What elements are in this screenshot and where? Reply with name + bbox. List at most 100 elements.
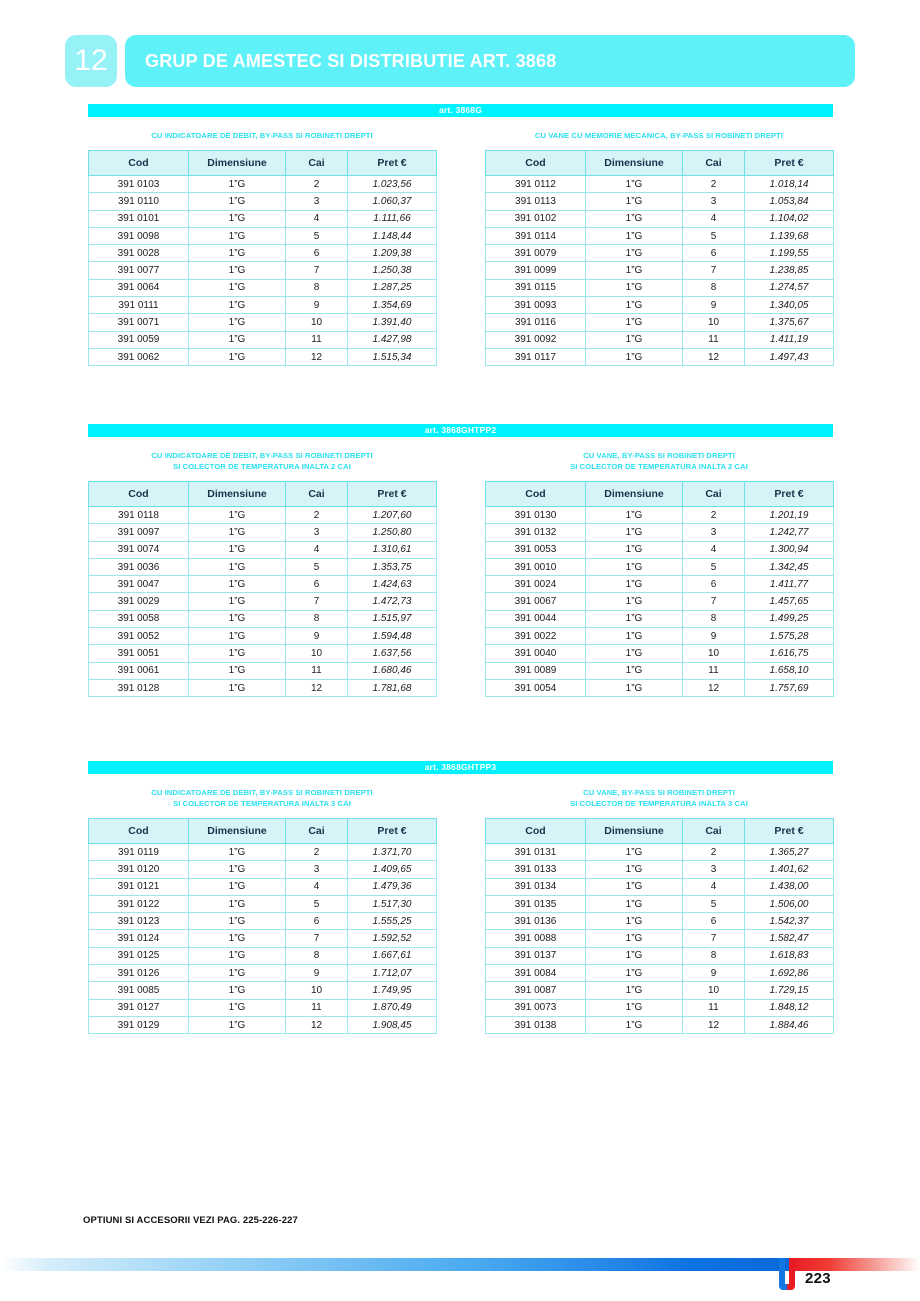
cell-pret: 1.712,07 bbox=[347, 964, 437, 983]
cell-cai: 3 bbox=[682, 860, 745, 879]
table-row: 391 0112 1”G 2 1.018,14 bbox=[485, 174, 834, 194]
col-header-dimensiune: Dimensiune bbox=[585, 818, 683, 844]
table-row: 391 0122 1”G 5 1.517,30 bbox=[88, 894, 437, 914]
table-row: 391 0064 1”G 8 1.287,25 bbox=[88, 278, 437, 298]
cell-dimensiune: 1”G bbox=[585, 678, 683, 698]
table-header-row: Cod Dimensiune Cai Pret € bbox=[485, 150, 834, 176]
table-block-left: CU INDICATOARE DE DEBIT, BY-PASS SI ROBI… bbox=[88, 130, 437, 367]
cell-pret: 1.342,45 bbox=[744, 557, 834, 577]
price-table: Cod Dimensiune Cai Pret € 391 0130 1”G 2 1.… bbox=[485, 481, 834, 698]
cell-cai: 12 bbox=[285, 1015, 348, 1035]
cell-cai: 3 bbox=[682, 523, 745, 542]
cell-cai: 12 bbox=[285, 678, 348, 698]
cell-pret: 1.457,65 bbox=[744, 592, 834, 611]
cell-cod: 391 0022 bbox=[485, 627, 586, 646]
table-row: 391 0101 1”G 4 1.111,66 bbox=[88, 209, 437, 228]
col-header-cod: Cod bbox=[485, 150, 586, 176]
table-row: 391 0134 1”G 4 1.438,00 bbox=[485, 877, 834, 896]
price-table: Cod Dimensiune Cai Pret € 391 0119 1”G 2 1.… bbox=[88, 818, 437, 1035]
col-header-pret: Pret € bbox=[347, 481, 437, 507]
cell-cai: 8 bbox=[285, 609, 348, 629]
cell-cai: 3 bbox=[285, 192, 348, 211]
cell-cod: 391 0127 bbox=[88, 998, 189, 1017]
cell-cod: 391 0112 bbox=[485, 174, 586, 194]
cell-pret: 1.250,38 bbox=[347, 261, 437, 280]
cell-pret: 1.310,61 bbox=[347, 540, 437, 559]
table-row: 391 0051 1”G 10 1.637,56 bbox=[88, 644, 437, 663]
table-row: 391 0061 1”G 11 1.680,46 bbox=[88, 661, 437, 680]
section-bar-label: art. 3868GHTPP3 bbox=[424, 762, 497, 772]
table-row: 391 0074 1”G 4 1.310,61 bbox=[88, 540, 437, 559]
table-row: 391 0098 1”G 5 1.148,44 bbox=[88, 226, 437, 246]
cell-pret: 1.199,55 bbox=[744, 244, 834, 263]
cell-pret: 1.637,56 bbox=[347, 644, 437, 663]
cell-pret: 1.371,70 bbox=[347, 842, 437, 862]
cell-dimensiune: 1”G bbox=[585, 946, 683, 966]
footer-hook-blue bbox=[779, 1258, 785, 1290]
cell-dimensiune: 1”G bbox=[188, 929, 286, 948]
cell-dimensiune: 1”G bbox=[585, 644, 683, 663]
cell-dimensiune: 1”G bbox=[188, 174, 286, 194]
table-row: 391 0115 1”G 8 1.274,57 bbox=[485, 278, 834, 298]
cell-cai: 4 bbox=[682, 209, 745, 228]
cell-cai: 6 bbox=[682, 575, 745, 594]
cell-cai: 7 bbox=[285, 261, 348, 280]
cell-cai: 11 bbox=[285, 661, 348, 680]
cell-dimensiune: 1”G bbox=[188, 946, 286, 966]
cell-cod: 391 0084 bbox=[485, 964, 586, 983]
cell-dimensiune: 1”G bbox=[585, 592, 683, 611]
cell-cod: 391 0044 bbox=[485, 609, 586, 629]
cell-cai: 10 bbox=[682, 644, 745, 663]
cell-cai: 2 bbox=[682, 174, 745, 194]
table-row: 391 0071 1”G 10 1.391,40 bbox=[88, 313, 437, 332]
cell-pret: 1.692,86 bbox=[744, 964, 834, 983]
cell-dimensiune: 1”G bbox=[188, 540, 286, 559]
cell-dimensiune: 1”G bbox=[188, 209, 286, 228]
cell-cod: 391 0116 bbox=[485, 313, 586, 332]
cell-dimensiune: 1”G bbox=[585, 226, 683, 246]
cell-pret: 1.104,02 bbox=[744, 209, 834, 228]
footer-decoration: 223 bbox=[0, 1258, 920, 1301]
table-row: 391 0062 1”G 12 1.515,34 bbox=[88, 347, 437, 367]
cell-cai: 4 bbox=[682, 540, 745, 559]
col-header-dimensiune: Dimensiune bbox=[188, 818, 286, 844]
cell-cai: 11 bbox=[285, 330, 348, 349]
cell-pret: 1.592,52 bbox=[347, 929, 437, 948]
cell-pret: 1.287,25 bbox=[347, 278, 437, 298]
cell-pret: 1.438,00 bbox=[744, 877, 834, 896]
cell-dimensiune: 1”G bbox=[188, 842, 286, 862]
table-row: 391 0124 1”G 7 1.592,52 bbox=[88, 929, 437, 948]
table-row: 391 0079 1”G 6 1.199,55 bbox=[485, 244, 834, 263]
cell-pret: 1.391,40 bbox=[347, 313, 437, 332]
cell-dimensiune: 1”G bbox=[585, 661, 683, 680]
table-body: 391 0103 1”G 2 1.023,56 391 0110 1”G 3 1.060,37… bbox=[88, 174, 437, 367]
table-row: 391 0126 1”G 9 1.712,07 bbox=[88, 964, 437, 983]
cell-cod: 391 0087 bbox=[485, 981, 586, 1000]
table-row: 391 0087 1”G 10 1.729,15 bbox=[485, 981, 834, 1000]
cell-dimensiune: 1”G bbox=[188, 877, 286, 896]
table-row: 391 0024 1”G 6 1.411,77 bbox=[485, 575, 834, 594]
section-columns: CU INDICATOARE DE DEBIT, BY-PASS SI ROBI… bbox=[88, 787, 834, 1035]
cell-dimensiune: 1”G bbox=[188, 998, 286, 1017]
table-row: 391 0036 1”G 5 1.353,75 bbox=[88, 557, 437, 577]
cell-pret: 1.060,37 bbox=[347, 192, 437, 211]
table-row: 391 0040 1”G 10 1.616,75 bbox=[485, 644, 834, 663]
cell-pret: 1.424,63 bbox=[347, 575, 437, 594]
table-caption: CU VANE CU MEMORIE MECANICA, BY-PASS SI … bbox=[534, 131, 784, 140]
cell-pret: 1.340,05 bbox=[744, 296, 834, 315]
col-header-pret: Pret € bbox=[347, 150, 437, 176]
table-row: 391 0113 1”G 3 1.053,84 bbox=[485, 192, 834, 211]
cell-cod: 391 0093 bbox=[485, 296, 586, 315]
table-row: 391 0114 1”G 5 1.139,68 bbox=[485, 226, 834, 246]
cell-cod: 391 0103 bbox=[88, 174, 189, 194]
cell-dimensiune: 1”G bbox=[188, 678, 286, 698]
cell-pret: 1.111,66 bbox=[347, 209, 437, 228]
table-block-right: CU VANE CU MEMORIE MECANICA, BY-PASS SI … bbox=[485, 130, 834, 367]
cell-dimensiune: 1”G bbox=[188, 644, 286, 663]
cell-cod: 391 0029 bbox=[88, 592, 189, 611]
table-row: 391 0022 1”G 9 1.575,28 bbox=[485, 627, 834, 646]
col-header-cai: Cai bbox=[285, 481, 348, 507]
cell-cod: 391 0073 bbox=[485, 998, 586, 1017]
cell-cai: 5 bbox=[682, 557, 745, 577]
col-header-cod: Cod bbox=[88, 150, 189, 176]
